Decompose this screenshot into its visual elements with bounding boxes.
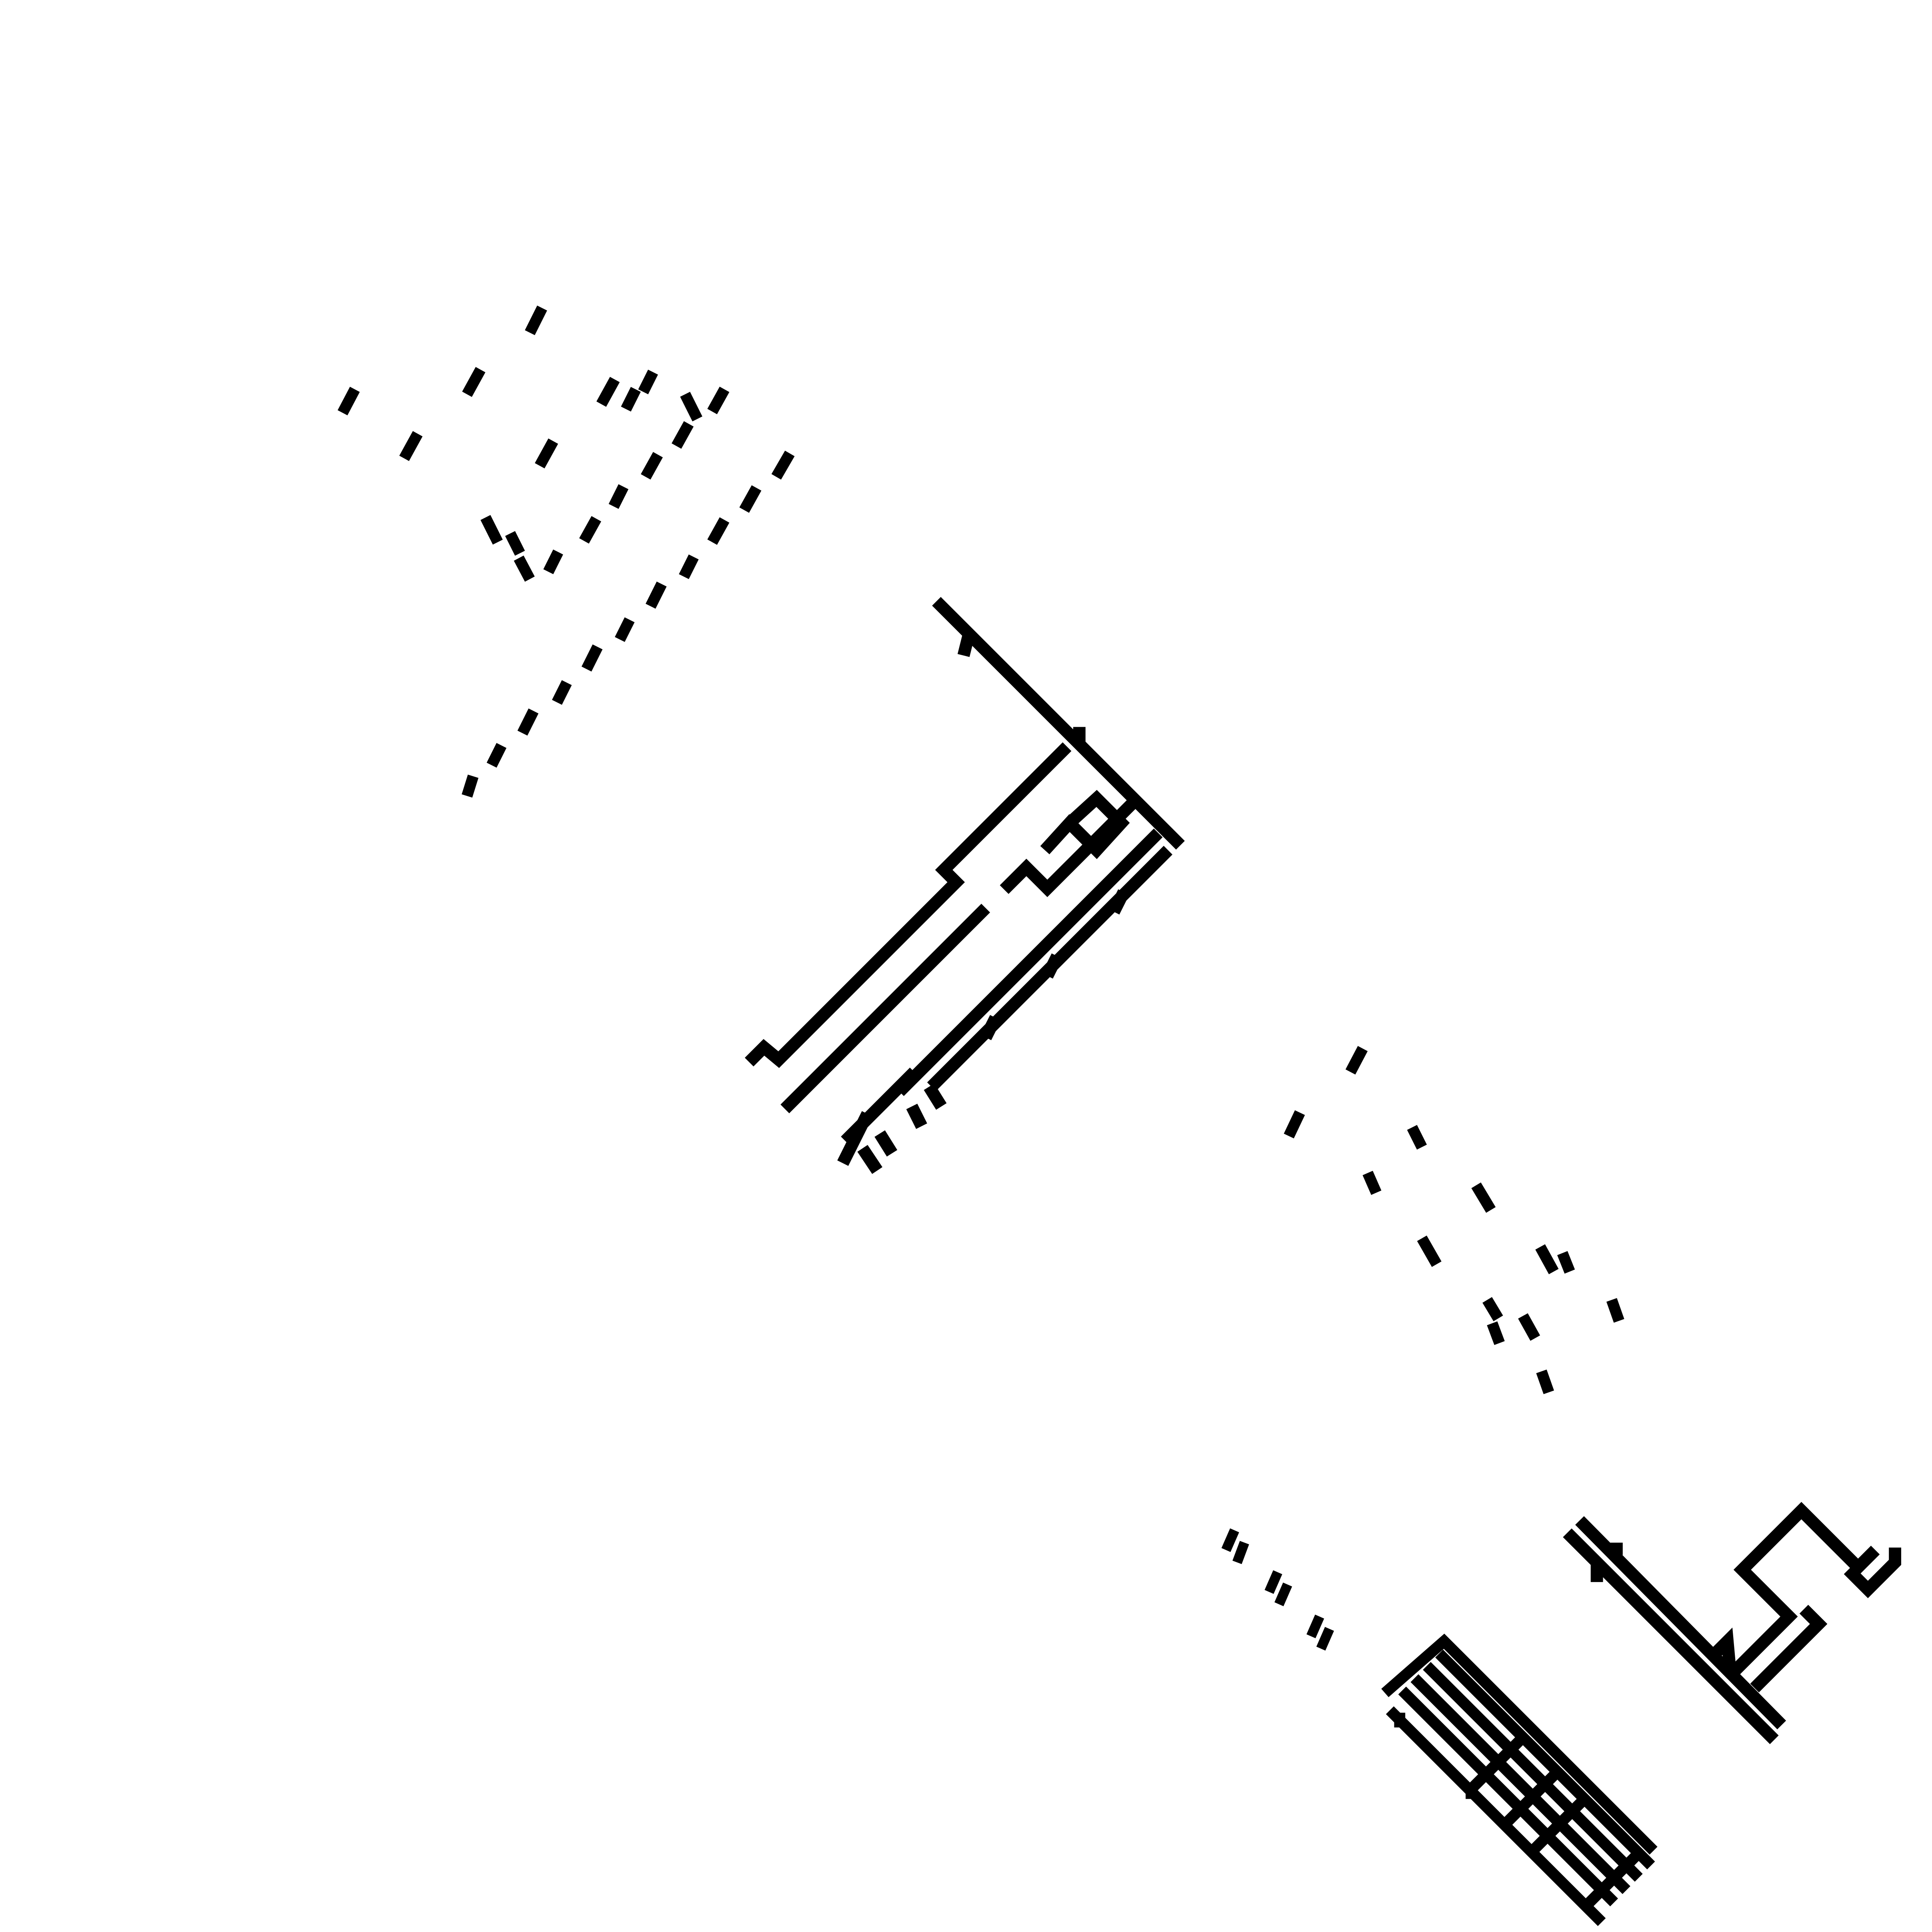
dash-glyph: [707, 386, 730, 414]
dash-glyph: [640, 452, 663, 480]
dash-glyph: [1316, 1627, 1334, 1651]
dash-glyph: [535, 438, 558, 469]
bracket-tick: [1108, 889, 1130, 915]
dash-glyph: [1362, 1170, 1382, 1195]
block-outline: [1386, 1706, 1606, 1926]
dash-glyph: [1557, 1251, 1575, 1274]
block-cross-stripe: [1467, 1733, 1527, 1793]
dash-glyph: [771, 450, 795, 480]
dash-glyph: [621, 387, 641, 412]
dash-glyph: [480, 515, 503, 545]
bracket-inner-arm: [780, 904, 990, 1114]
dash-glyph: [486, 743, 507, 768]
dash-glyph: [1284, 1110, 1305, 1139]
block-stripe: [1410, 1674, 1630, 1894]
dash-glyph: [581, 644, 603, 672]
dash-glyph: [517, 708, 539, 736]
striped-block-lower-right: [1381, 1634, 1658, 1926]
connector-joint: [1706, 1627, 1736, 1669]
connector-stair: [1730, 1502, 1880, 1675]
dash-glyph: [1345, 1046, 1368, 1075]
dash-glyph-cluster-center-right: [1284, 1046, 1624, 1394]
dash-glyph: [1471, 1182, 1496, 1213]
dash-glyph: [505, 531, 525, 556]
dash-glyph: [671, 421, 694, 449]
bracket-fork: [906, 1104, 927, 1129]
dash-glyph: [615, 617, 635, 642]
dash-glyph: [552, 680, 572, 705]
dash-glyph: [707, 517, 730, 545]
bracket-branch-structure-center: [744, 597, 1185, 1174]
dash-glyph: [638, 370, 658, 394]
block-cross-stripe: [1529, 1795, 1589, 1855]
dash-glyph: [1264, 1570, 1282, 1594]
bracket-top-arm: [932, 597, 1185, 850]
stair-connector-lower-right: [1563, 1502, 1901, 1744]
dash-glyph: [338, 386, 360, 416]
block-outline: [1381, 1634, 1658, 1855]
dash-glyph-cluster-lower-middle: [1221, 1528, 1334, 1651]
bracket-fork: [857, 1145, 883, 1174]
dash-glyph: [608, 484, 629, 509]
dash-glyph: [1536, 1369, 1554, 1394]
bracket-tick: [957, 634, 975, 657]
dash-glyph: [462, 774, 479, 798]
bracket-spine: [895, 828, 1163, 1096]
dash-glyph: [579, 516, 602, 544]
dash-glyph: [1606, 1298, 1624, 1323]
connector-end-hook: [1844, 1547, 1901, 1598]
dash-glyph: [1482, 1297, 1503, 1322]
dash-glyph: [646, 581, 667, 609]
block-stripe: [1398, 1686, 1618, 1906]
dash-glyph: [525, 305, 547, 335]
dash-glyph: [399, 431, 423, 461]
dash-glyph: [679, 554, 699, 579]
bracket-outer-arm: [744, 742, 1072, 1068]
bracket-ladder-box: [1040, 790, 1130, 859]
block-stripe: [1435, 1650, 1655, 1870]
dash-glyph: [1407, 1125, 1427, 1150]
dash-glyph: [680, 392, 702, 422]
dash-glyph: [1535, 1244, 1559, 1274]
dash-glyph: [596, 377, 620, 407]
bracket-tick: [980, 1015, 1001, 1040]
dash-glyph: [739, 485, 762, 513]
block-stripe: [1423, 1662, 1643, 1882]
dash-glyph-cluster-top-left: [338, 305, 795, 798]
dash-glyph: [1518, 1313, 1540, 1341]
bracket-fork: [874, 1130, 898, 1157]
dash-glyph: [1487, 1321, 1505, 1345]
bracket-tick: [1042, 953, 1063, 979]
dash-glyph: [1274, 1582, 1292, 1606]
block-cross-stripe: [1502, 1768, 1562, 1828]
dash-glyph: [543, 549, 563, 574]
dash-glyph: [1232, 1541, 1249, 1564]
connector-stair: [1750, 1605, 1828, 1692]
dash-glyph: [514, 555, 535, 582]
block-cross-stripe: [1583, 1849, 1643, 1909]
dash-glyph: [1306, 1614, 1324, 1638]
bracket-fork: [837, 1111, 873, 1166]
bracket-fork: [924, 1083, 947, 1110]
dash-glyph: [1417, 1235, 1442, 1267]
dash-glyph: [462, 367, 486, 397]
dash-glyph: [1221, 1528, 1239, 1552]
